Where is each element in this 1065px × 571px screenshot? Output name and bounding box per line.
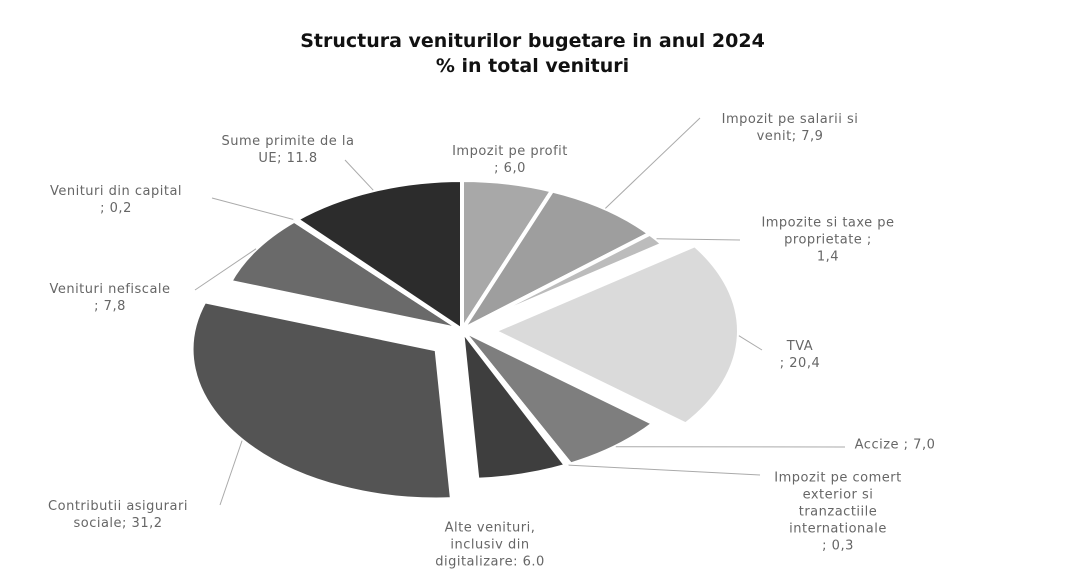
leader-line [656, 238, 741, 241]
chart-title: Structura veniturilor bugetare in anul 2… [300, 30, 765, 52]
slice-label: Sume primite de la UE; 11.8 [221, 134, 355, 166]
slice-label: Impozit pe salarii si venit; 7,9 [721, 112, 859, 144]
slice-label: TVA ; 20,4 [779, 339, 821, 371]
pie-slice [489, 242, 741, 427]
slice-label: Impozite si taxe pe proprietate ; 1,4 [761, 215, 895, 265]
pie-slice [459, 323, 570, 482]
slice-label: Impozit pe profit ; 6,0 [452, 144, 568, 176]
slice-label: Contributii asigurari sociale; 31,2 [48, 499, 188, 531]
slice-label: Venituri nefiscale ; 7,8 [49, 282, 171, 314]
slice-label: Impozit pe comert exterior si tranzactii… [774, 470, 902, 554]
pie-slice [461, 231, 667, 332]
leader-line [568, 464, 761, 476]
leader-line [605, 117, 701, 209]
pie-slice [456, 188, 654, 336]
pie-slice [226, 218, 464, 332]
leader-line [211, 197, 296, 221]
slice-label: Accize ; 7,0 [854, 437, 936, 453]
chart-subtitle: % in total venituri [435, 55, 630, 77]
leader-line [738, 335, 763, 351]
leader-line [194, 248, 257, 291]
leader-line [344, 159, 374, 191]
slice-label: Alte venituri, inclusiv din digitalizare… [435, 520, 545, 570]
slice-label: Venituri din capital ; 0,2 [49, 184, 183, 216]
pie-slice [189, 299, 455, 502]
leader-line [219, 440, 243, 506]
